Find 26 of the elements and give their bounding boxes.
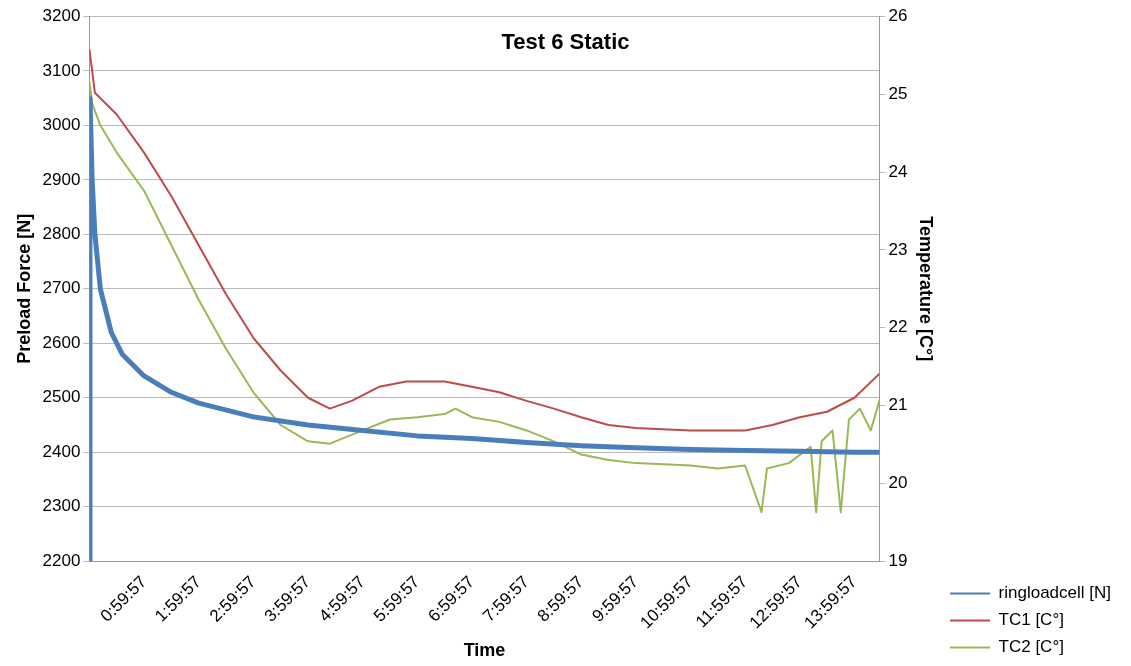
y-tick-label: 2400 — [42, 441, 81, 461]
y-tick-label: 3100 — [42, 60, 81, 80]
y-tick-label: 2200 — [42, 550, 81, 570]
x-axis-title: Time — [463, 640, 506, 661]
y2-tick-label: 24 — [888, 161, 908, 181]
y-tick-label: 2900 — [42, 169, 81, 189]
y-tick-label: 2600 — [42, 332, 81, 352]
y2-tick-label: 26 — [888, 6, 908, 26]
y2-tick-label: 19 — [888, 550, 908, 570]
legend-label: ringloadcell [N] — [998, 583, 1112, 603]
y-tick-label: 2300 — [42, 496, 81, 516]
y-tick-label: 3200 — [42, 6, 81, 26]
y2-tick-label: 21 — [888, 395, 908, 415]
y2-tick-label: 22 — [888, 317, 908, 337]
y-tick-label: 2500 — [42, 387, 81, 407]
y2-tick-label: 20 — [888, 473, 908, 493]
legend-label: TC2 [C°] — [998, 637, 1064, 657]
y2-tick-label: 25 — [888, 83, 908, 103]
y2-axis-title: Temperature [C°] — [916, 216, 937, 362]
y2-tick-label: 23 — [888, 239, 908, 259]
y-tick-label: 2700 — [42, 278, 81, 298]
y-tick-label: 2800 — [42, 224, 81, 243]
legend-label: TC1 [C°] — [998, 610, 1064, 630]
text: Test 6 Static — [501, 29, 630, 55]
y-axis-title: Preload Force [N] — [13, 213, 34, 364]
y-tick-label: 3000 — [42, 115, 81, 135]
